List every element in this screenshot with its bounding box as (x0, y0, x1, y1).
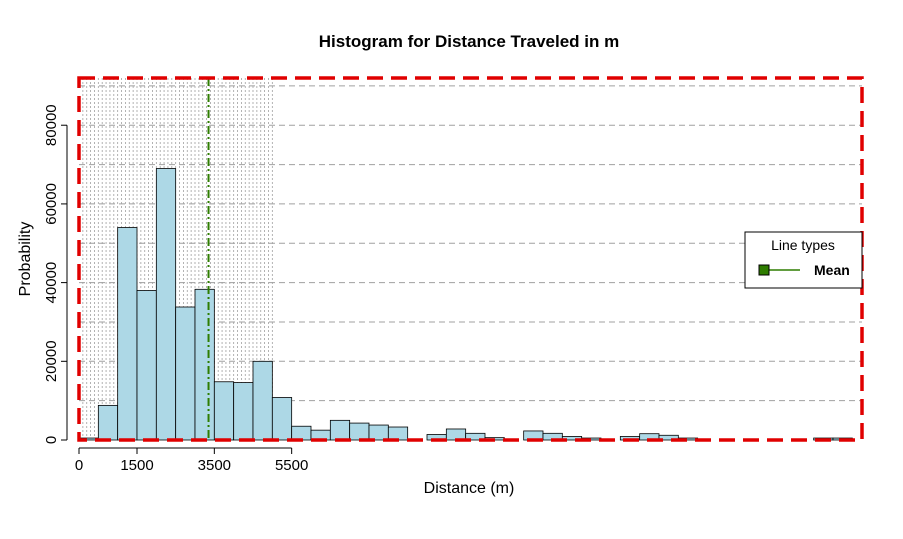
y-axis: 0 20000 40000 60000 80000 (43, 104, 68, 444)
chart-title: Histogram for Distance Traveled in m (319, 32, 619, 51)
x-tick-label: 3500 (198, 457, 231, 474)
legend-box (744, 231, 863, 289)
legend-title: Line types (771, 237, 835, 253)
histogram-bar (213, 381, 235, 441)
histogram-bar (117, 227, 138, 441)
histogram-bars (78, 168, 853, 441)
x-axis-label: Distance (m) (424, 480, 515, 497)
y-axis-label: Probability (17, 222, 34, 297)
y-tick-label: 20000 (43, 340, 60, 382)
histogram-bar (291, 425, 312, 441)
legend-entry-mean: Mean (814, 262, 850, 278)
legend-mean-square-icon (758, 264, 770, 276)
y-tick-label: 60000 (43, 183, 60, 225)
y-tick-label: 80000 (43, 104, 60, 146)
histogram-bar (465, 432, 486, 441)
histogram-bar (155, 168, 177, 441)
x-tick-label: 1500 (120, 457, 153, 474)
y-tick-label: 40000 (43, 262, 60, 304)
x-tick-label: 0 (75, 457, 83, 474)
histogram-bar (194, 288, 215, 441)
histogram-bar (387, 426, 409, 441)
histogram-bar (329, 419, 351, 441)
histogram-bar (136, 290, 157, 441)
legend: Line types Mean (744, 231, 863, 289)
histogram-bar (233, 382, 254, 441)
histogram-bar (349, 422, 370, 441)
histogram-bar (271, 397, 293, 441)
histogram-bar (97, 404, 119, 441)
histogram-bar (368, 424, 389, 441)
y-tick-label: 0 (43, 436, 60, 444)
histogram-bar (175, 306, 196, 441)
x-tick-label: 5500 (275, 457, 308, 474)
histogram-bar (252, 360, 273, 441)
x-axis: 0 1500 3500 5500 (75, 447, 308, 474)
